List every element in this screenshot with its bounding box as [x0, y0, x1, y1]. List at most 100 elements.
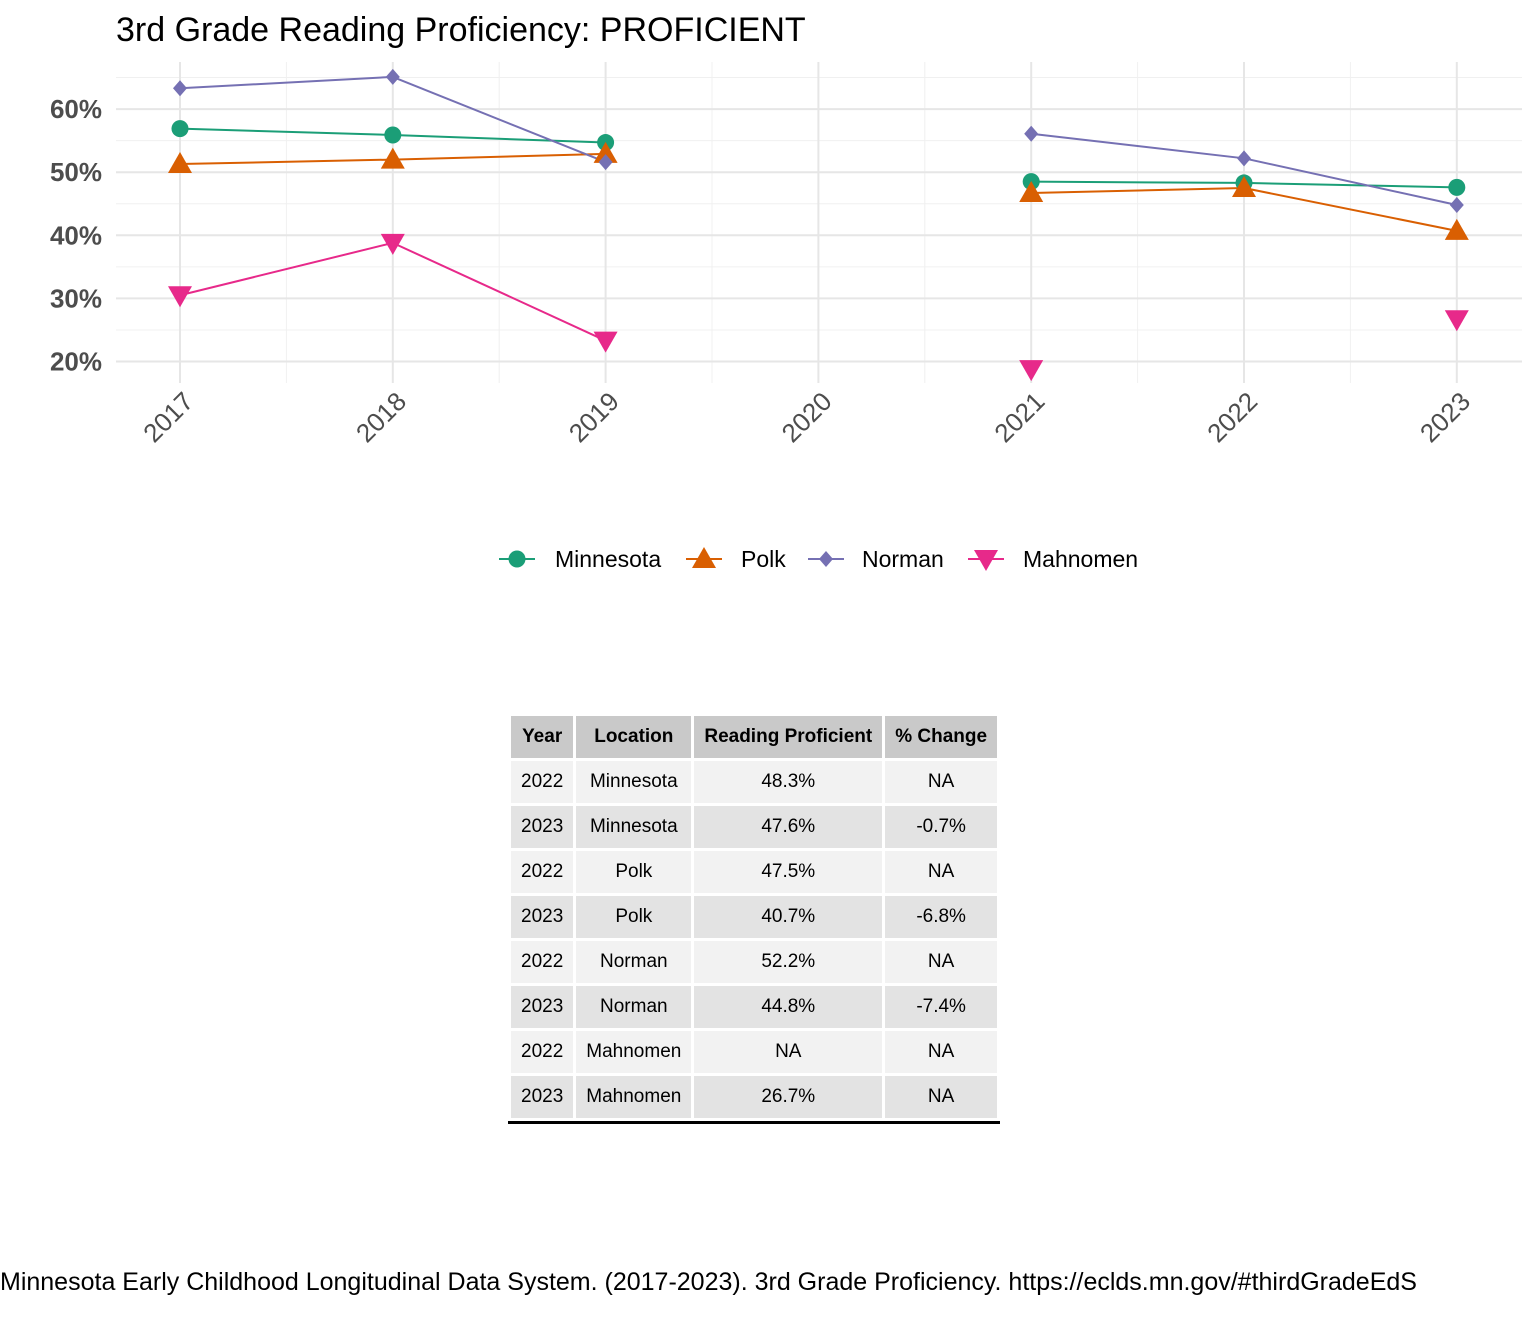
- norman-point: [1449, 197, 1464, 214]
- source-caption: Minnesota Early Childhood Longitudinal D…: [0, 1268, 1417, 1296]
- series-lines: [179, 75, 1458, 342]
- minnesota-point: [384, 126, 402, 144]
- polk-line-segment: [1243, 186, 1457, 232]
- minnesota-point: [171, 120, 189, 138]
- table-cell: Polk: [576, 851, 692, 893]
- table-cell: Polk: [576, 896, 692, 938]
- x-tick-label: 2018: [350, 386, 412, 448]
- table-cell: NA: [885, 851, 998, 893]
- table-row: 2022 Norman 52.2% NA: [511, 941, 998, 983]
- mahnomen-point: [593, 331, 618, 353]
- x-tick-label: 2022: [1201, 386, 1263, 448]
- norman-point: [598, 154, 613, 171]
- legend-label-polk: Polk: [741, 546, 786, 572]
- legend-marker-polk: [692, 547, 716, 568]
- table-cell: 52.2%: [694, 941, 883, 983]
- x-tick-label: 2021: [988, 386, 1050, 448]
- table-row: 2023 Mahnomen 26.7% NA: [511, 1076, 998, 1118]
- x-tick-label: 2019: [563, 386, 625, 448]
- table-cell: 26.7%: [694, 1076, 883, 1118]
- x-axis-ticks: 2017 2018 2019 2020 2021 2022 2023: [137, 386, 1476, 448]
- table-cell: 2022: [511, 1031, 574, 1073]
- table-cell: 2022: [511, 761, 574, 803]
- minnesota-line-segment: [392, 133, 606, 144]
- legend-label-minnesota: Minnesota: [555, 546, 661, 572]
- polk-line-segment: [1031, 186, 1245, 195]
- table-cell: Minnesota: [576, 761, 692, 803]
- norman-line-segment: [392, 75, 606, 164]
- table-row: 2023 Norman 44.8% -7.4%: [511, 986, 998, 1028]
- table-cell: Mahnomen: [576, 1076, 692, 1118]
- table-cell: NA: [885, 1076, 998, 1118]
- grid: [116, 62, 1522, 383]
- table-cell: Mahnomen: [576, 1031, 692, 1073]
- table-row: 2022 Mahnomen NA NA: [511, 1031, 998, 1073]
- mahnomen-line-segment: [392, 241, 607, 342]
- legend-marker-mahnomen: [974, 550, 998, 571]
- minnesota-line-segment: [1243, 181, 1457, 189]
- x-tick-label: 2023: [1414, 386, 1476, 448]
- table-cell: NA: [885, 941, 998, 983]
- header-year: Year: [511, 716, 574, 758]
- table-body: 2022 Minnesota 48.3% NA 2023 Minnesota 47.6% -0…: [511, 761, 998, 1118]
- polk-point: [593, 141, 618, 163]
- table-cell: -0.7%: [885, 806, 998, 848]
- legend-label-norman: Norman: [862, 546, 944, 572]
- norman-point: [385, 68, 400, 85]
- legend: Minnesota Polk Norman Mahnomen: [499, 546, 1138, 572]
- minnesota-line-segment: [1031, 180, 1245, 184]
- y-tick-label: 60%: [50, 94, 102, 124]
- table-cell: 44.8%: [694, 986, 883, 1028]
- table-cell: -7.4%: [885, 986, 998, 1028]
- norman-line-segment: [1031, 132, 1245, 160]
- polk-line-segment: [392, 152, 606, 161]
- table-cell: 47.6%: [694, 806, 883, 848]
- table-cell: Norman: [576, 941, 692, 983]
- header-location: Location: [576, 716, 692, 758]
- mahnomen-point: [168, 286, 192, 308]
- table-cell: 40.7%: [694, 896, 883, 938]
- legend-label-mahnomen: Mahnomen: [1023, 546, 1138, 572]
- mahnomen-point: [1444, 310, 1469, 332]
- minnesota-point: [1448, 178, 1466, 196]
- y-tick-label: 20%: [50, 347, 102, 377]
- header-pct-change: % Change: [885, 716, 998, 758]
- y-tick-label: 30%: [50, 283, 102, 313]
- table-cell: Minnesota: [576, 806, 692, 848]
- y-tick-label: 50%: [50, 157, 102, 187]
- norman-line-segment: [1243, 157, 1458, 206]
- norman-point: [1024, 125, 1039, 142]
- polk-point: [168, 151, 192, 173]
- table-cell: 2022: [511, 941, 574, 983]
- table-cell: 48.3%: [694, 761, 883, 803]
- norman-point: [173, 80, 187, 97]
- mahnomen-point: [1019, 360, 1044, 382]
- y-axis-ticks: 20% 30% 40% 50% 60%: [50, 94, 102, 376]
- minnesota-line-segment: [179, 127, 393, 136]
- table-cell: NA: [885, 761, 998, 803]
- polk-point: [1019, 181, 1044, 203]
- x-tick-label: 2020: [776, 386, 838, 448]
- table-row: 2023 Minnesota 47.6% -0.7%: [511, 806, 998, 848]
- summary-table: Year Location Reading Proficient % Chang…: [508, 713, 1001, 1124]
- legend-marker-norman: [819, 551, 833, 567]
- table-cell: 47.5%: [694, 851, 883, 893]
- series-markers: [168, 68, 1469, 382]
- table-header-row: Year Location Reading Proficient % Chang…: [511, 716, 998, 758]
- polk-line-segment: [179, 158, 393, 165]
- table-cell: 2023: [511, 986, 574, 1028]
- header-reading-proficient: Reading Proficient: [694, 716, 883, 758]
- polk-point: [1444, 218, 1469, 240]
- table-cell: -6.8%: [885, 896, 998, 938]
- legend-marker-minnesota: [508, 550, 526, 568]
- y-tick-label: 40%: [50, 220, 102, 250]
- table-row: 2022 Minnesota 48.3% NA: [511, 761, 998, 803]
- polk-point: [1232, 175, 1256, 197]
- table-cell: NA: [885, 1031, 998, 1073]
- chart-title: 3rd Grade Reading Proficiency: PROFICIEN…: [116, 11, 806, 49]
- norman-line-segment: [179, 75, 393, 90]
- table-cell: 2023: [511, 806, 574, 848]
- table-cell: 2023: [511, 896, 574, 938]
- table-row: 2023 Polk 40.7% -6.8%: [511, 896, 998, 938]
- line-chart: 3rd Grade Reading Proficiency: PROFICIEN…: [50, 11, 1522, 572]
